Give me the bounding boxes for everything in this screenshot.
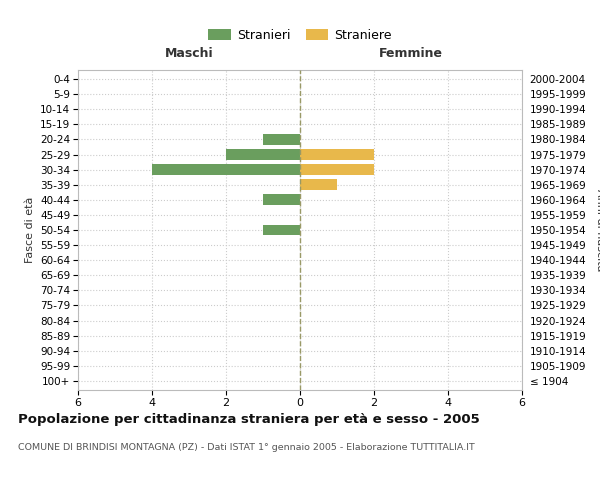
Text: COMUNE DI BRINDISI MONTAGNA (PZ) - Dati ISTAT 1° gennaio 2005 - Elaborazione TUT: COMUNE DI BRINDISI MONTAGNA (PZ) - Dati … <box>18 442 475 452</box>
Bar <box>300 180 337 190</box>
Bar <box>263 134 300 145</box>
Bar <box>300 164 374 175</box>
Bar <box>263 224 300 235</box>
Bar <box>263 194 300 205</box>
Text: Popolazione per cittadinanza straniera per età e sesso - 2005: Popolazione per cittadinanza straniera p… <box>18 412 480 426</box>
Y-axis label: Fasce di età: Fasce di età <box>25 197 35 263</box>
Text: Femmine: Femmine <box>379 48 443 60</box>
Bar <box>152 164 300 175</box>
Bar <box>226 149 300 160</box>
Text: Maschi: Maschi <box>164 48 214 60</box>
Legend: Stranieri, Straniere: Stranieri, Straniere <box>205 25 395 46</box>
Bar <box>300 149 374 160</box>
Y-axis label: Anni di nascita: Anni di nascita <box>595 188 600 271</box>
